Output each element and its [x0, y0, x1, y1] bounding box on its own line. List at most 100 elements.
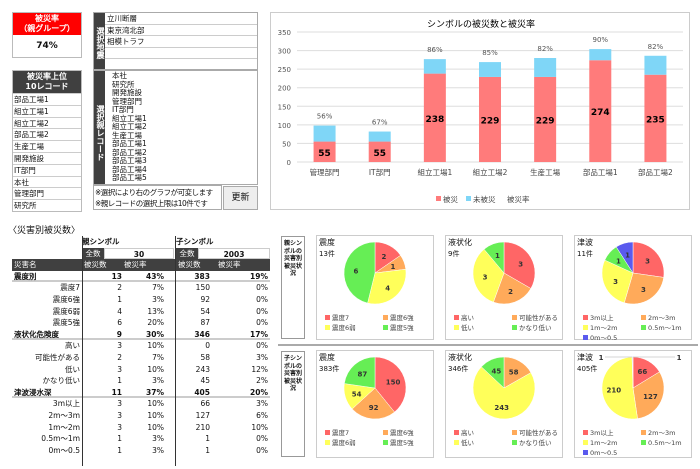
divider — [82, 236, 83, 466]
pie-value-label: 1 — [677, 354, 682, 362]
top10-item: IT部門 — [13, 163, 81, 176]
cell-cr: 10% — [251, 422, 268, 432]
bar-damaged — [589, 60, 612, 162]
pie-legend-item: 3m以上 — [583, 427, 613, 437]
rate-label: 56% — [317, 113, 333, 121]
legend-label: 高い — [461, 429, 474, 437]
pie-value-label: 210 — [607, 387, 622, 395]
cell-name: 高い — [65, 341, 80, 351]
cell-cr: 0% — [256, 306, 268, 316]
pie-panel: 液状化346件高い可能性がある低いかなり低い05824345 — [445, 350, 563, 458]
bar-value-label: 229 — [481, 116, 500, 126]
pie-legend-item: かなり低い — [512, 322, 552, 332]
parent-record-item[interactable]: 部品工場1 — [112, 139, 147, 148]
update-button[interactable]: 更新 — [223, 186, 258, 210]
table-row: 液状化危険度 9 30% 346 17% — [12, 329, 270, 341]
pie-slice — [374, 356, 407, 413]
top10-list: 被災率上位 10レコード 部品工場1 組立工場1 組立工場2 部品工場2 生産工場 開発施設… — [12, 70, 82, 212]
bar-undamaged — [368, 131, 391, 142]
rate-label: 82% — [537, 45, 553, 53]
cell-c: 405 — [194, 387, 210, 397]
legend-label: 可能性がある — [519, 314, 558, 322]
child-total-label: 全数 — [176, 247, 198, 260]
y-tick: 150 — [278, 103, 291, 111]
cell-pr: 43% — [146, 271, 164, 281]
legend-swatch — [383, 325, 388, 330]
cell-c: 58 — [200, 352, 210, 362]
bar-undamaged — [313, 125, 336, 142]
bar-value-label: 274 — [591, 108, 610, 118]
top10-item: 部品工場2 — [13, 128, 81, 140]
parent-record-item[interactable]: 部品工場3 — [112, 156, 147, 165]
pie-slice — [483, 241, 505, 274]
cell-p: 1 — [117, 294, 122, 304]
legend-label: 1m～2m — [590, 324, 618, 332]
parent-record-item[interactable]: 管理部門 — [112, 96, 142, 106]
legend-swatch — [325, 440, 330, 445]
table-row: かなり低い 1 3% 45 2% — [12, 375, 270, 387]
earthquake-option[interactable]: 東京湾北部 — [105, 25, 257, 37]
parent-record-item[interactable]: IT部門 — [112, 105, 134, 114]
legend-label: 0.5m～1m — [648, 324, 682, 332]
parent-record-item[interactable]: 部品工場4 — [112, 164, 147, 174]
legend-label: 高い — [461, 314, 474, 322]
cell-pr: 3% — [152, 294, 164, 304]
cell-name: かなり低い — [42, 376, 81, 386]
pie-legend-item: 震度6弱 — [325, 437, 356, 447]
pie-slice — [632, 371, 665, 419]
pie-legend-item: 3m以上 — [583, 312, 613, 322]
cell-pr: 13% — [147, 306, 164, 316]
cell-name: 3m以上 — [52, 399, 80, 409]
legend-label: 震度5強 — [390, 439, 414, 447]
parent-record-item[interactable]: 開発施設 — [112, 88, 142, 97]
pie-count: 405件 — [577, 365, 598, 373]
legend-swatch — [512, 315, 517, 320]
cell-c: 87 — [200, 318, 210, 328]
pie-slice — [344, 356, 376, 389]
cell-name: 震度6強 — [52, 294, 80, 304]
earthquake-option[interactable] — [105, 48, 257, 60]
parent-record-item[interactable]: 組立工場2 — [112, 122, 147, 131]
earthquake-option[interactable]: 相模トラフ — [105, 36, 257, 48]
earthquake-option[interactable]: 立川断層 — [105, 13, 257, 25]
pie-chart: 150 92 54 87 — [343, 356, 407, 420]
rate-label: 86% — [427, 46, 443, 54]
table-row: 0.5m～1m 1 3% 1 0% — [12, 433, 270, 445]
parent-pie-row-label: 親シンボルの災害別被災状況 — [281, 236, 305, 339]
pie-value-label: 243 — [494, 404, 509, 412]
parent-record-item[interactable]: 本社 — [112, 71, 127, 80]
y-tick: 350 — [278, 29, 291, 37]
cell-pr: 20% — [147, 318, 164, 328]
pie-value-label: 3 — [518, 260, 523, 268]
pie-value-label: 3 — [645, 257, 650, 265]
legend-swatch — [383, 430, 388, 435]
cell-cr: 19% — [250, 271, 268, 281]
pie-value-label: 127 — [643, 393, 658, 401]
cell-cr: 12% — [251, 364, 268, 374]
legend-swatch — [383, 440, 388, 445]
rate-value: 74% — [36, 41, 58, 51]
parent-record-item[interactable]: 部品工場5 — [112, 173, 147, 182]
cell-pr: 10% — [147, 364, 164, 374]
cell-c: 383 — [194, 271, 210, 281]
cell-pr: 10% — [147, 422, 164, 432]
parent-record-item[interactable]: 研究所 — [112, 79, 135, 89]
rate-label: 90% — [593, 36, 609, 44]
table-row: 震度5強 6 20% 87 0% — [12, 317, 270, 329]
cell-pr: 10% — [147, 399, 164, 409]
cell-p: 11 — [111, 387, 122, 397]
parent-record-selector[interactable]: 選択親レコード 本社 研究所 開発施設 管理部門 IT部門 組立工場1 組立工場2 生産工場部… — [93, 70, 258, 185]
pie-count: 13件 — [319, 250, 335, 258]
parent-record-item[interactable]: 部品工場2 — [112, 147, 147, 157]
bar-damaged — [479, 76, 501, 162]
bar-chart-svg: シンボルの被災数と被災率 0 50 100 150 200 250 300 350 55 56% 管理… — [278, 18, 683, 204]
cell-c: 243 — [195, 364, 210, 374]
cell-p: 3 — [117, 399, 122, 409]
parent-record-item[interactable]: 生産工場 — [112, 130, 142, 140]
parent-record-item[interactable]: 組立工場1 — [112, 113, 147, 123]
pie-legend-item: 0m～0.5 — [583, 447, 617, 457]
legend-swatch — [583, 440, 588, 445]
pie-value-label: 54 — [352, 391, 362, 399]
pie-chart: 3 2 3 1 — [472, 241, 536, 305]
pie-legend-item: 震度6強 — [383, 427, 414, 437]
